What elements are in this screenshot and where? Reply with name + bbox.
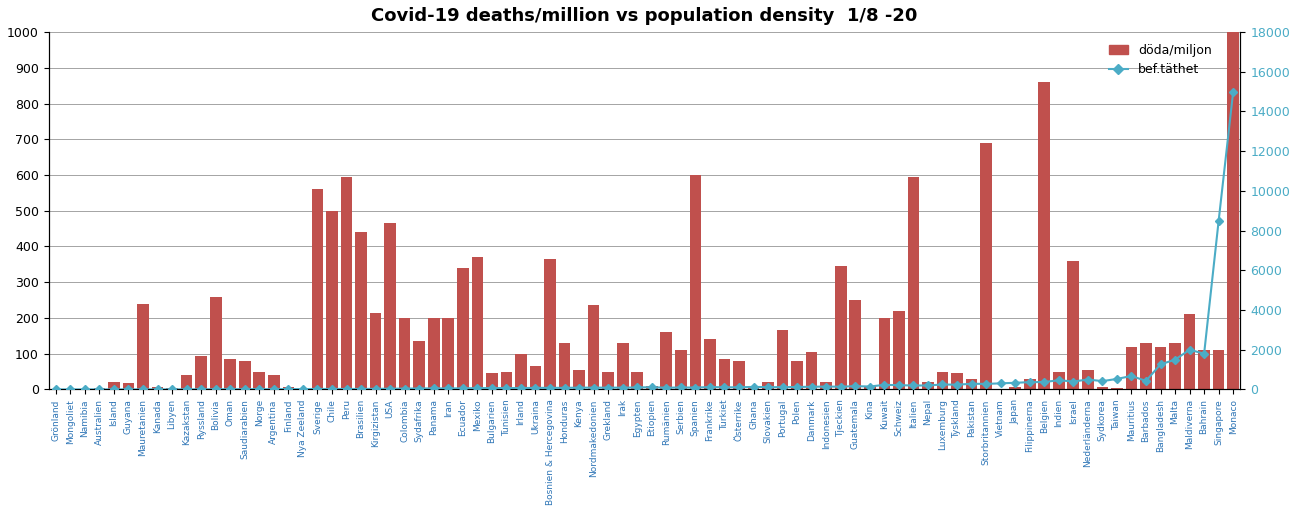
Bar [1154, 347, 1166, 390]
Bar [704, 339, 716, 390]
Bar [384, 223, 396, 390]
Bar [166, 389, 178, 390]
Bar [196, 355, 208, 390]
Bar [573, 370, 585, 390]
Bar [442, 318, 454, 390]
Bar [805, 352, 817, 390]
Bar [1227, 0, 1239, 390]
Bar [733, 361, 744, 390]
Bar [545, 259, 556, 390]
Bar [878, 318, 890, 390]
Bar [1198, 350, 1210, 390]
Bar [791, 361, 803, 390]
Bar [311, 189, 323, 390]
Bar [428, 318, 440, 390]
Bar [936, 372, 948, 390]
Bar [1023, 379, 1035, 390]
Bar [341, 177, 353, 390]
Bar [239, 361, 250, 390]
Bar [894, 311, 905, 390]
Bar [674, 350, 686, 390]
Bar [515, 354, 527, 390]
Bar [1140, 343, 1152, 390]
Bar [864, 386, 875, 390]
Bar [617, 343, 629, 390]
Bar [966, 379, 978, 390]
Bar [108, 382, 119, 390]
Bar [835, 266, 847, 390]
Bar [93, 388, 105, 390]
Bar [224, 359, 236, 390]
Bar [268, 375, 280, 390]
Bar [501, 372, 512, 390]
Bar [472, 257, 484, 390]
Bar [763, 382, 774, 390]
Bar [1169, 343, 1180, 390]
Bar [908, 177, 920, 390]
Bar [152, 387, 163, 390]
Bar [399, 318, 410, 390]
Bar [355, 232, 367, 390]
Bar [180, 375, 192, 390]
Bar [719, 359, 730, 390]
Bar [747, 388, 759, 390]
Bar [137, 304, 149, 390]
Bar [414, 341, 425, 390]
Bar [486, 373, 498, 390]
Bar [850, 300, 861, 390]
Bar [981, 143, 992, 390]
Bar [1184, 314, 1196, 390]
Bar [1009, 387, 1021, 390]
Bar [660, 332, 672, 390]
Bar [632, 372, 643, 390]
Bar [1067, 261, 1079, 390]
Bar [123, 383, 135, 390]
Bar [529, 366, 541, 390]
Bar [602, 372, 613, 390]
Bar [1096, 387, 1108, 390]
Bar [283, 387, 294, 390]
Bar [1126, 347, 1137, 390]
Bar [326, 211, 337, 390]
Bar [457, 268, 468, 390]
Bar [646, 386, 658, 390]
Bar [370, 313, 381, 390]
Bar [588, 306, 599, 390]
Bar [922, 382, 934, 390]
Title: Covid-19 deaths/million vs population density  1/8 -20: Covid-19 deaths/million vs population de… [371, 7, 918, 25]
Bar [995, 389, 1006, 390]
Bar [559, 343, 571, 390]
Bar [951, 373, 962, 390]
Legend: döda/miljon, bef.täthet: döda/miljon, bef.täthet [1104, 39, 1217, 81]
Bar [777, 330, 789, 390]
Bar [1053, 372, 1065, 390]
Bar [1082, 370, 1093, 390]
Bar [1112, 388, 1123, 390]
Bar [690, 175, 702, 390]
Bar [1039, 82, 1051, 390]
Bar [210, 296, 222, 390]
Bar [253, 372, 265, 390]
Bar [297, 389, 309, 390]
Bar [79, 389, 91, 390]
Bar [1213, 350, 1224, 390]
Bar [821, 382, 831, 390]
